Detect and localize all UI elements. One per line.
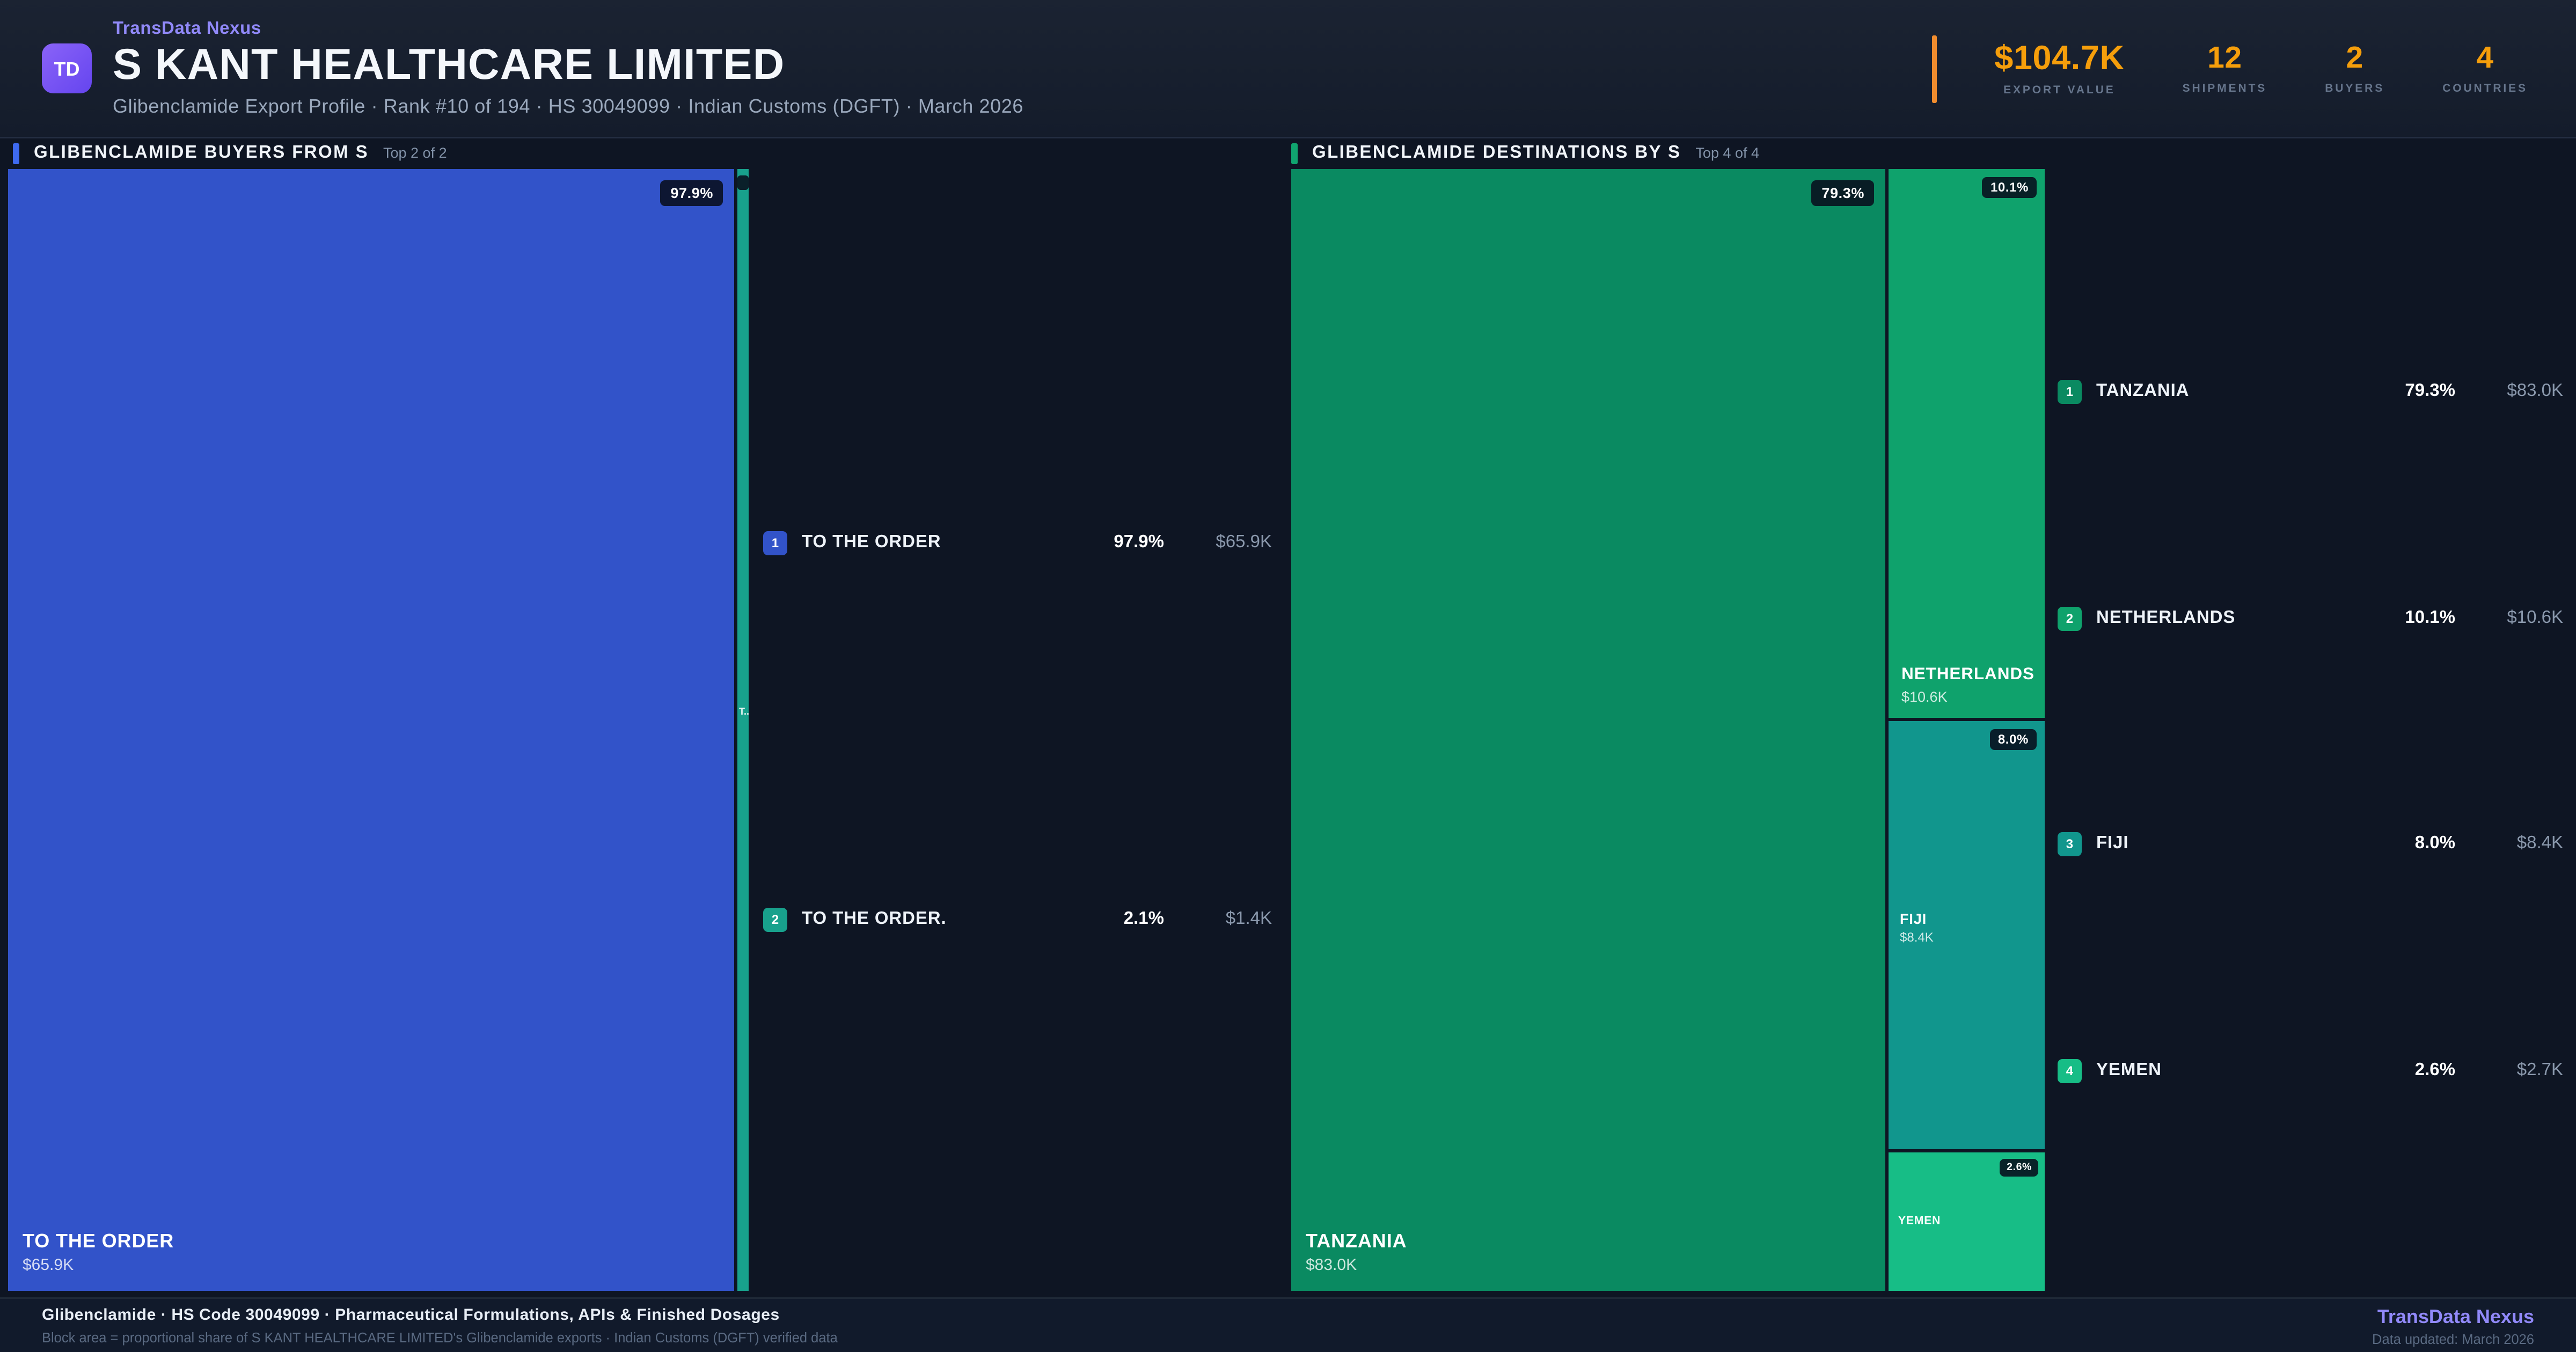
app-header: TD TransData Nexus S KANT HEALTHCARE LIM… <box>0 0 2576 138</box>
buyers-treemap: 97.9% TO THE ORDER $65.9K T.. <box>8 169 749 1291</box>
destinations-legend-rank-4: 4 <box>2058 1058 2082 1083</box>
to-the-order-2-truncated-label: T.. <box>739 707 749 717</box>
destinations-legend-row-2[interactable]: 2 NETHERLANDS 10.1% $10.6K <box>2058 605 2563 631</box>
stat-export-value: $104.7K EXPORT VALUE <box>1994 40 2124 97</box>
header-stats: $104.7K EXPORT VALUE 12 SHIPMENTS 2 BUYE… <box>1931 0 2576 137</box>
destinations-legend-rank-3: 3 <box>2058 831 2082 856</box>
to-the-order-block-name: TO THE ORDER <box>23 1230 174 1252</box>
buyers-legend-rank-2: 2 <box>763 907 787 931</box>
buyers-legend-rank-1: 1 <box>763 530 787 555</box>
footer-brand: TransData Nexus <box>2377 1304 2534 1327</box>
footer-methodology-line: Block area = proportional share of S KAN… <box>42 1328 838 1345</box>
destinations-legend-value-2: $10.6K <box>2507 608 2563 628</box>
to-the-order-2-share-badge <box>737 175 749 190</box>
stat-countries-number: 4 <box>2476 42 2494 76</box>
destinations-legend-name-3: FIJI <box>2096 834 2129 853</box>
destinations-legend-rank-1: 1 <box>2058 379 2082 403</box>
destinations-legend-name-4: YEMEN <box>2096 1061 2162 1080</box>
treemap-block-netherlands[interactable]: 10.1% NETHERLANDS $10.6K <box>1889 169 2045 718</box>
footer-product-line: Glibenclamide · HS Code 30049099 · Pharm… <box>42 1306 780 1324</box>
brand-name: TransData Nexus <box>113 19 261 39</box>
netherlands-block-label: NETHERLANDS $10.6K <box>1901 665 2035 705</box>
stat-buyers: 2 BUYERS <box>2325 42 2384 95</box>
fiji-block-name: FIJI <box>1900 911 1927 927</box>
title-block: TransData Nexus S KANT HEALTHCARE LIMITE… <box>113 19 1023 117</box>
treemap-block-to-the-order-2[interactable]: T.. <box>737 169 749 1291</box>
destinations-panel-subtitle: Top 4 of 4 <box>1695 145 1760 161</box>
stat-buyers-label: BUYERS <box>2325 84 2385 95</box>
tanzania-block-label: TANZANIA $83.0K <box>1306 1230 1407 1275</box>
to-the-order-share-badge: 97.9% <box>661 180 723 206</box>
destinations-legend-value-1: $83.0K <box>2507 381 2563 401</box>
buyers-panel-header: GLIBENCLAMIDE BUYERS FROM S Top 2 of 2 <box>13 140 447 166</box>
tanzania-block-value: $83.0K <box>1306 1257 1357 1275</box>
destinations-treemap: 79.3% TANZANIA $83.0K 10.1% NETHERLANDS … <box>1291 169 2045 1291</box>
buyers-legend-value-1: $65.9K <box>1216 533 1272 552</box>
app-footer: Glibenclamide · HS Code 30049099 · Pharm… <box>0 1297 2576 1352</box>
destinations-panel-title: GLIBENCLAMIDE DESTINATIONS BY S <box>1312 143 1681 163</box>
stat-export-value-label: EXPORT VALUE <box>2003 85 2116 97</box>
destinations-legend-rank-2: 2 <box>2058 606 2082 630</box>
header-left: TD TransData Nexus S KANT HEALTHCARE LIM… <box>0 19 1023 117</box>
buyers-panel-subtitle: Top 2 of 2 <box>383 145 447 161</box>
destinations-legend-row-4[interactable]: 4 YEMEN 2.6% $2.7K <box>2058 1057 2563 1083</box>
destinations-legend-pct-3: 8.0% <box>2414 834 2455 853</box>
stat-shipments-number: 12 <box>2207 42 2242 76</box>
netherlands-block-name: NETHERLANDS <box>1901 665 2035 684</box>
yemen-block-name: YEMEN <box>1898 1216 1941 1228</box>
buyers-legend-row-1[interactable]: 1 TO THE ORDER 97.9% $65.9K <box>763 530 1272 555</box>
stat-countries-label: COUNTRIES <box>2442 84 2528 95</box>
stat-shipments: 12 SHIPMENTS <box>2183 42 2267 95</box>
destinations-legend-value-3: $8.4K <box>2516 834 2563 853</box>
treemap-block-tanzania[interactable]: 79.3% TANZANIA $83.0K <box>1291 169 1885 1291</box>
destinations-panel-header: GLIBENCLAMIDE DESTINATIONS BY S Top 4 of… <box>1291 140 1759 166</box>
destinations-legend-pct-4: 2.6% <box>2414 1061 2455 1080</box>
treemap-block-to-the-order[interactable]: 97.9% TO THE ORDER $65.9K <box>8 169 734 1291</box>
stats-accent-bar <box>1931 34 1937 102</box>
stat-countries: 4 COUNTRIES <box>2442 42 2528 95</box>
yemen-block-label: YEMEN <box>1898 1216 1941 1228</box>
stat-buyers-number: 2 <box>2346 42 2363 76</box>
fiji-share-badge: 8.0% <box>1989 729 2037 750</box>
netherlands-share-badge: 10.1% <box>1982 177 2037 198</box>
fiji-block-label: FIJI $8.4K <box>1900 911 1934 945</box>
page-subtitle: Glibenclamide Export Profile · Rank #10 … <box>113 95 1023 117</box>
fiji-block-value: $8.4K <box>1900 930 1934 945</box>
buyers-legend-name-2: TO THE ORDER. <box>802 909 947 929</box>
buyers-accent-bar <box>13 142 19 164</box>
buyers-legend: 1 TO THE ORDER 97.9% $65.9K 2 TO THE ORD… <box>763 169 1272 1291</box>
buyers-legend-value-2: $1.4K <box>1225 909 1272 929</box>
destinations-legend: 1 TANZANIA 79.3% $83.0K 2 NETHERLANDS 10… <box>2058 169 2563 1291</box>
netherlands-block-value: $10.6K <box>1901 689 1948 705</box>
destinations-legend-name-2: NETHERLANDS <box>2096 608 2236 628</box>
brand-logo[interactable]: TD <box>42 43 92 93</box>
treemap-block-fiji[interactable]: 8.0% FIJI $8.4K <box>1889 721 2045 1149</box>
destinations-legend-name-1: TANZANIA <box>2096 381 2190 401</box>
treemap-block-yemen[interactable]: 2.6% YEMEN <box>1889 1152 2045 1291</box>
footer-right: TransData Nexus Data updated: March 2026 <box>2372 1305 2534 1347</box>
destinations-legend-row-3[interactable]: 3 FIJI 8.0% $8.4K <box>2058 831 2563 856</box>
footer-updated: Data updated: March 2026 <box>2372 1330 2534 1347</box>
buyers-legend-pct-1: 97.9% <box>1114 533 1164 552</box>
yemen-share-badge: 2.6% <box>2000 1159 2038 1177</box>
stat-export-value-number: $104.7K <box>1994 40 2125 77</box>
buyers-panel-title: GLIBENCLAMIDE BUYERS FROM S <box>34 143 369 163</box>
to-the-order-block-value: $65.9K <box>23 1257 74 1275</box>
stat-shipments-label: SHIPMENTS <box>2182 84 2267 95</box>
buyers-legend-pct-2: 2.1% <box>1123 909 1164 929</box>
destinations-legend-value-4: $2.7K <box>2516 1061 2563 1080</box>
destinations-legend-pct-2: 10.1% <box>2405 608 2455 628</box>
page-title: S KANT HEALTHCARE LIMITED <box>113 40 785 89</box>
buyers-legend-name-1: TO THE ORDER <box>802 533 941 552</box>
buyers-legend-row-2[interactable]: 2 TO THE ORDER. 2.1% $1.4K <box>763 906 1272 932</box>
tanzania-block-name: TANZANIA <box>1306 1230 1407 1252</box>
tanzania-share-badge: 79.3% <box>1812 180 1874 206</box>
destinations-legend-row-1[interactable]: 1 TANZANIA 79.3% $83.0K <box>2058 378 2563 404</box>
destinations-legend-pct-1: 79.3% <box>2405 381 2455 401</box>
destinations-accent-bar <box>1291 142 1298 164</box>
to-the-order-block-label: TO THE ORDER $65.9K <box>23 1230 174 1275</box>
